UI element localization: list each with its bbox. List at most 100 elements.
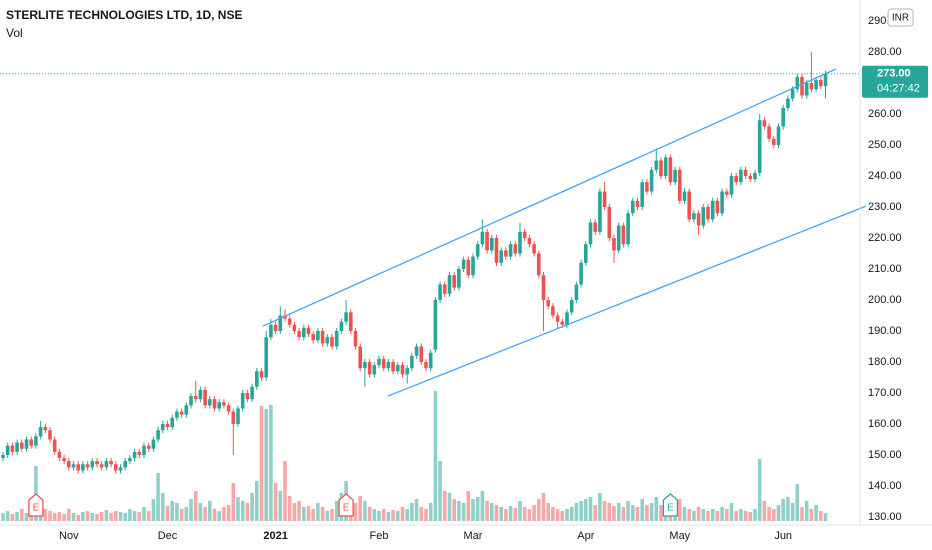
- volume-bar: [142, 507, 146, 521]
- volume-bar: [236, 497, 240, 521]
- y-tick-label: 170.00: [868, 387, 902, 399]
- volume-bar: [499, 507, 503, 521]
- candle-body: [626, 213, 630, 245]
- event-label: E: [667, 503, 674, 514]
- volume-bar: [772, 509, 776, 521]
- candle-body: [226, 405, 231, 412]
- candle-body: [297, 330, 301, 338]
- candle-body: [471, 256, 475, 276]
- volume-bar: [71, 513, 76, 521]
- trend-line: [387, 205, 867, 397]
- event-marker: [28, 493, 44, 517]
- candle-body: [123, 461, 127, 468]
- candle-body: [428, 352, 433, 369]
- volume-bar: [85, 511, 90, 521]
- trend-line: [262, 68, 837, 327]
- candle-body: [255, 371, 259, 387]
- x-tick-label: Jun: [774, 530, 792, 542]
- candle-body: [757, 120, 762, 173]
- candle-body: [316, 330, 320, 341]
- candle-body: [5, 445, 10, 455]
- y-tick-label: 200.00: [868, 294, 902, 306]
- volume-bar: [471, 499, 475, 521]
- candle-body: [701, 207, 706, 226]
- candle-body: [457, 269, 461, 288]
- volume-bar: [579, 501, 583, 521]
- candle-body: [212, 399, 217, 409]
- volume-bar: [320, 507, 325, 521]
- candle-body: [588, 222, 593, 245]
- candle-body: [522, 231, 527, 239]
- volume-bar: [381, 509, 386, 521]
- candle-body: [649, 169, 654, 192]
- candle-body: [367, 361, 372, 375]
- candle-body: [325, 337, 330, 344]
- axes: 130.00 140.00 150.00 160.00 170.00 180.00 190.…: [59, 15, 928, 542]
- candle-body: [790, 89, 795, 99]
- volume-bar: [353, 503, 358, 521]
- candle-body: [565, 312, 569, 325]
- volume-bar: [447, 493, 452, 521]
- x-tick-label: Mar: [464, 530, 483, 542]
- currency-badge[interactable]: [887, 8, 914, 27]
- candle-body: [569, 300, 574, 313]
- candle-body: [631, 200, 635, 214]
- candle-body: [537, 253, 541, 276]
- volume-bar: [62, 514, 66, 521]
- volume-bar: [443, 491, 447, 521]
- x-tick-label: May: [669, 530, 690, 542]
- volume-bar: [461, 503, 466, 521]
- candle-body: [396, 365, 400, 372]
- x-tick-label: Dec: [158, 530, 178, 542]
- candle-body: [161, 423, 165, 431]
- y-tick-label: 250.00: [868, 139, 902, 151]
- candle-body: [762, 120, 767, 127]
- volume-bar: [400, 507, 405, 521]
- candle-body: [95, 461, 99, 465]
- volume-bar: [433, 391, 438, 521]
- volume-bar: [635, 507, 640, 521]
- candle-body: [231, 411, 236, 424]
- volume-bar: [184, 507, 189, 521]
- candle-body: [175, 411, 179, 418]
- candle-body: [635, 200, 640, 208]
- candle-body: [753, 172, 757, 180]
- candle-body: [546, 300, 550, 307]
- candle-body: [353, 330, 358, 347]
- volume-bar: [302, 507, 306, 521]
- candle-body: [29, 439, 33, 446]
- candle-body: [767, 126, 771, 139]
- candle-body: [513, 244, 518, 254]
- volume-bar: [198, 503, 203, 521]
- candle-body: [287, 318, 292, 325]
- candle-body: [739, 169, 743, 183]
- candle-body: [137, 451, 142, 455]
- candle-body: [38, 427, 43, 437]
- x-tick-label: Feb: [370, 530, 389, 542]
- volume-bar: [555, 509, 560, 521]
- volume-bar: [325, 511, 330, 521]
- x-tick-label: Apr: [577, 530, 594, 542]
- volume-bar: [99, 512, 104, 521]
- countdown-label: 04:27:42: [877, 83, 920, 95]
- volume-bar: [90, 513, 95, 521]
- volume-bar: [532, 505, 536, 521]
- volume-bar: [240, 501, 245, 521]
- y-tick-label: 220.00: [868, 232, 902, 244]
- volume-bar: [748, 512, 753, 521]
- candle-body: [334, 330, 339, 347]
- volume-bar: [132, 511, 137, 521]
- candle-body: [358, 346, 362, 369]
- candle-body: [781, 107, 785, 127]
- candle-body: [114, 464, 118, 471]
- candle-body: [678, 169, 682, 201]
- candle-body: [598, 191, 602, 232]
- candle-body: [485, 231, 489, 251]
- candle-body: [81, 464, 85, 471]
- candle-body: [184, 405, 189, 415]
- volume-bar: [367, 507, 372, 521]
- volume-bar: [762, 501, 767, 521]
- candle-body: [616, 225, 621, 251]
- candle-body: [466, 259, 471, 276]
